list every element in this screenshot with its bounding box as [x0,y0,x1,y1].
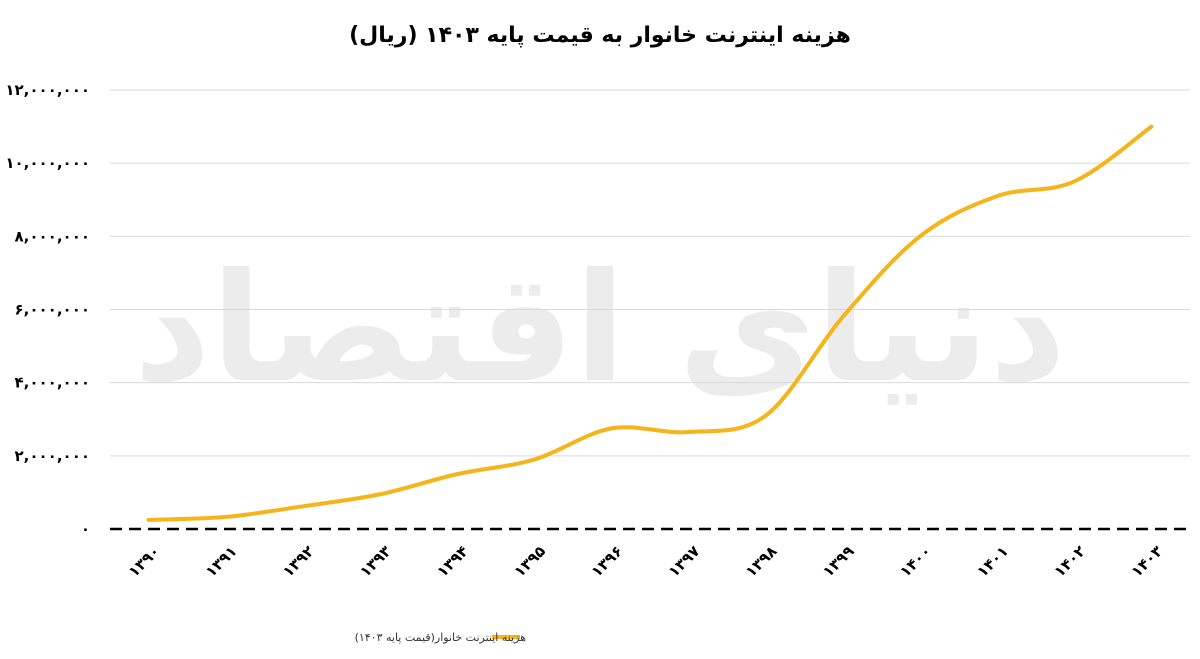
x-tick-label: ۱۳۹۶ [588,542,627,581]
x-tick-label: ۱۳۹۱ [202,542,241,581]
y-tick-label: ۱۰,۰۰۰,۰۰۰ [5,154,90,172]
series-line [146,124,1154,522]
y-tick-label: ۴,۰۰۰,۰۰۰ [15,374,90,392]
x-tick-label: ۱۴۰۱ [973,542,1012,581]
x-tick-label: ۱۳۹۵ [510,542,549,581]
x-tick-label: ۱۳۹۹ [819,542,858,581]
x-tick-label: ۱۳۹۲ [279,542,318,581]
x-tick-label: ۱۳۹۳ [356,542,395,581]
x-tick-label: ۱۴۰۳ [1128,542,1167,581]
x-axis-ticks: ۱۳۹۰ ۱۳۹۱ ۱۳۹۲ ۱۳۹۳ ۱۳۹۴ ۱۳۹۵ ۱۳۹۶ ۱۳۹۷ ۱۳۹۸ ۱۳۹۹… [125,542,1166,581]
y-tick-label: ۸,۰۰۰,۰۰۰ [15,227,90,245]
series-group [146,124,1154,522]
y-tick-label: ۱۲,۰۰۰,۰۰۰ [5,81,90,99]
legend: هزینه اینترنت خانوار(قیمت پایه ۱۴۰۳) [355,631,527,644]
x-tick-label: ۱۳۹۰ [125,542,164,581]
legend-label: هزینه اینترنت خانوار(قیمت پایه ۱۴۰۳) [355,631,527,644]
x-tick-label: ۱۴۰۰ [896,542,935,581]
gridlines [110,89,1190,531]
x-tick-label: ۱۳۹۷ [665,542,704,581]
chart-title: هزینه اینترنت خانوار به قیمت پایه ۱۴۰۳ (… [349,23,851,48]
y-tick-label: ۶,۰۰۰,۰۰۰ [15,301,90,319]
y-axis-ticks: ۰ ۲,۰۰۰,۰۰۰ ۴,۰۰۰,۰۰۰ ۶,۰۰۰,۰۰۰ ۸,۰۰۰,۰۰۰ ۱۰,… [5,81,90,538]
y-tick-label: ۰ [81,520,90,538]
x-tick-label: ۱۳۹۸ [742,542,781,581]
watermark-text: دنیای اقتصاد [134,242,1067,416]
y-tick-label: ۲,۰۰۰,۰۰۰ [15,447,90,465]
x-tick-label: ۱۴۰۲ [1050,542,1089,581]
x-tick-label: ۱۳۹۴ [433,542,472,581]
